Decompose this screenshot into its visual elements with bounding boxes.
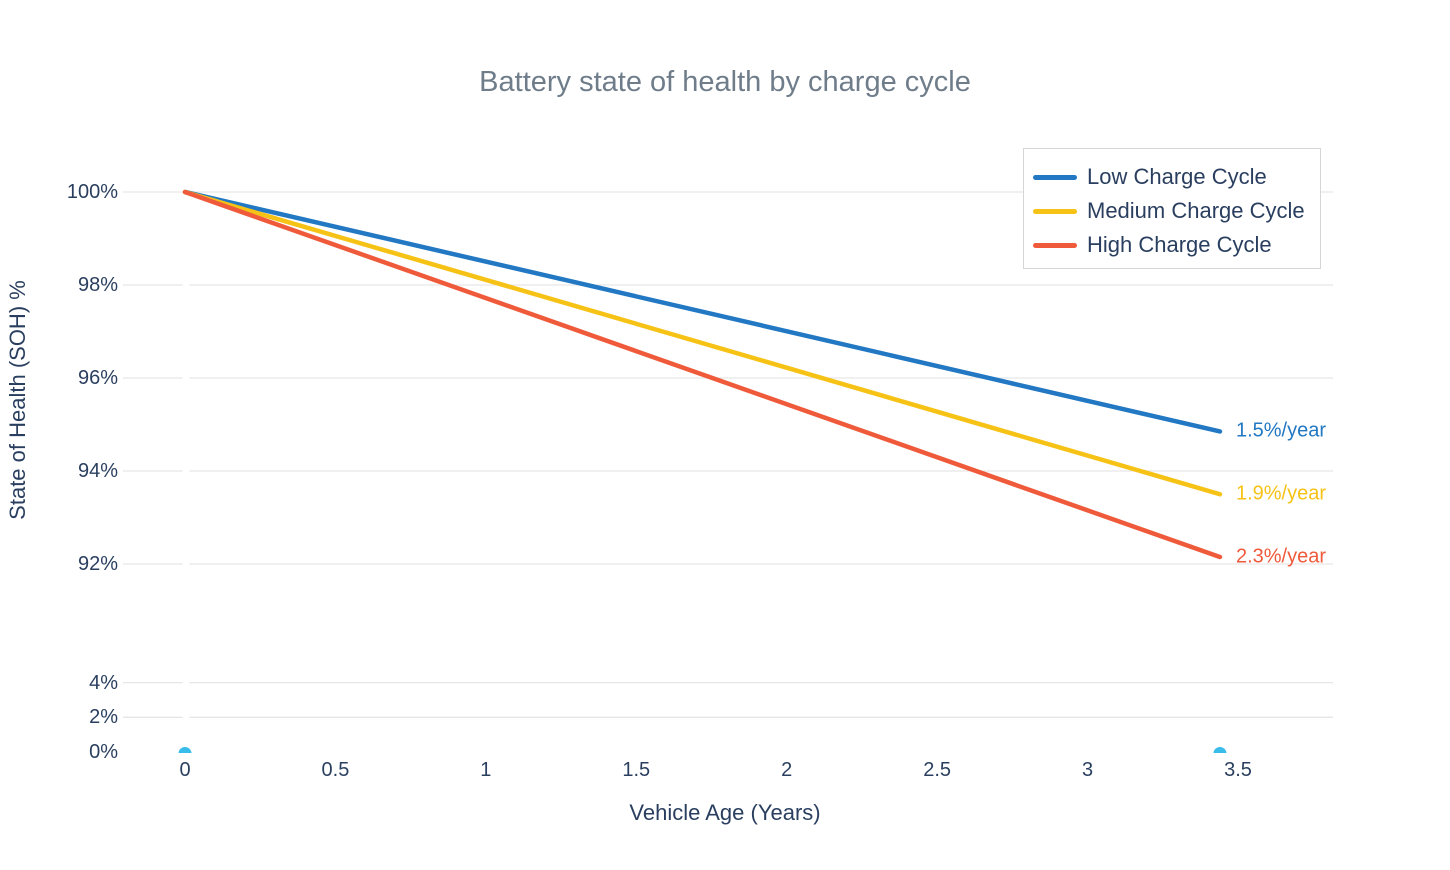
legend-item-high-charge-cycle[interactable]: High Charge Cycle [1024,228,1320,262]
baseline-marker-dot-0 [178,747,192,753]
y-tick-label-98%: 98% [77,274,118,296]
legend-item-label: Low Charge Cycle [1087,164,1267,189]
series-line-2[interactable] [182,189,1223,560]
y-tick-label-94%: 94% [77,460,118,482]
y-tick-label-2%: 2% [89,706,118,729]
rate-annotation-1.9: 1.9%/year [1235,482,1327,505]
baseline-marker-dot-1 [1213,747,1227,753]
legend-line-swatch [1033,242,1077,248]
y-tick-label-92%: 92% [77,553,118,575]
x-tick-label-2: 2 [781,759,793,781]
rate-annotation-2.3: 2.3%/year [1235,545,1327,568]
x-axis-title: Vehicle Age (Years) [629,800,821,825]
y-tick-label-0%: 0% [89,741,118,763]
gridline-gap-stripe [182,186,190,758]
y-tick-label-100%: 100% [66,181,118,203]
legend-line-swatch [1033,174,1077,180]
chart-title: Battery state of health by charge cycle [479,66,971,98]
series-line-0[interactable] [182,189,1223,434]
x-tick-label-1: 1 [480,759,492,781]
x-tick-label-0: 0 [179,759,191,781]
legend-item-medium-charge-cycle[interactable]: Medium Charge Cycle [1024,194,1320,228]
legend-item-low-charge-cycle[interactable]: Low Charge Cycle [1024,160,1320,194]
y-tick-label-96%: 96% [77,367,118,389]
legend: Low Charge Cycle Medium Charge Cycle High … [1023,148,1321,269]
x-tick-label-2.5: 2.5 [923,759,952,781]
y-tick-label-4%: 4% [89,671,118,694]
legend-item-label: Medium Charge Cycle [1087,198,1305,223]
series-line-1[interactable] [182,189,1223,497]
legend-item-label: High Charge Cycle [1087,232,1272,257]
rate-annotation-1.5: 1.5%/year [1235,419,1327,442]
legend-line-swatch [1033,208,1077,214]
x-tick-label-0.5: 0.5 [321,759,350,781]
x-tick-label-3: 3 [1082,759,1094,781]
x-tick-label-1.5: 1.5 [622,759,651,781]
x-tick-label-3.5: 3.5 [1224,759,1252,781]
